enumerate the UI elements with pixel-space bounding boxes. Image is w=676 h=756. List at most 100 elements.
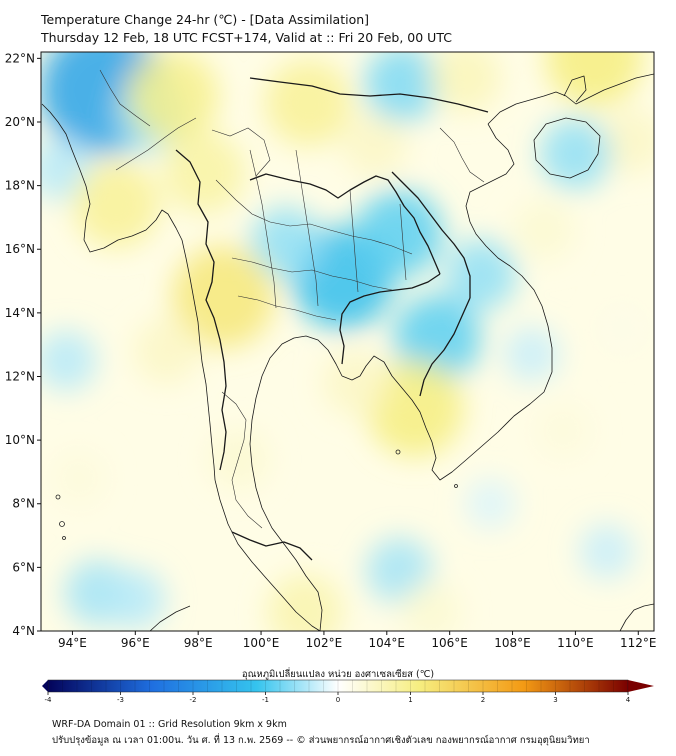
map-plot-area	[41, 52, 654, 631]
temperature-anomaly-blob	[539, 118, 612, 190]
colorbar-tick-label: 0	[336, 696, 340, 704]
temperature-anomaly-blob	[599, 108, 654, 175]
lon-tick-label: 112°E	[620, 636, 657, 650]
temperature-anomaly-blob	[73, 161, 160, 249]
temperature-anomaly-blob	[535, 402, 591, 459]
coast-gulf-west	[249, 335, 343, 631]
temperature-anomaly-blob	[579, 523, 635, 580]
temperature-anomaly-blob	[366, 359, 464, 457]
temperature-anomaly-blob	[127, 52, 220, 143]
temperature-anomaly-blob	[355, 189, 443, 277]
colorbar-max-extend	[628, 680, 654, 692]
footer-domain-info: WRF-DA Domain 01 :: Grid Resolution 9km …	[52, 719, 287, 730]
temperature-anomaly-blob	[503, 326, 560, 383]
map-title: Temperature Change 24-hr (℃) - [Data Ass…	[41, 12, 370, 27]
coastlines	[41, 73, 654, 631]
temperature-anomaly-blob	[163, 132, 246, 214]
temperature-field	[41, 52, 654, 631]
border-malaysia	[231, 531, 313, 561]
coast-hainan	[533, 117, 601, 179]
temperature-anomaly-blob	[50, 450, 107, 507]
province-line-5	[295, 149, 319, 307]
lon-tick-label: 102°E	[306, 636, 343, 650]
lat-tick-label: 10°N	[5, 433, 35, 447]
lon-tick-label: 100°E	[243, 636, 280, 650]
province-line-6	[349, 189, 359, 293]
province-line-12	[99, 69, 151, 127]
lon-tick-label: 104°E	[369, 636, 406, 650]
lon-tick-label: 94°E	[58, 636, 87, 650]
coast-myanmar-bay	[41, 103, 216, 481]
temperature-anomaly-blob	[545, 52, 643, 107]
lat-tick-label: 18°N	[5, 179, 35, 193]
colorbar-tick-label: -2	[190, 696, 197, 704]
temperature-anomaly-blob	[429, 52, 501, 114]
lon-tick-label: 108°E	[494, 636, 531, 650]
temperature-anomaly-blob	[513, 199, 575, 261]
island-con-dao	[454, 484, 458, 488]
province-line-8	[211, 127, 271, 177]
temperature-anomaly-blob	[133, 318, 200, 385]
border-myanmar-thailand	[175, 149, 227, 471]
island-nicobar-1	[59, 521, 65, 527]
longitude-axis: 94°E 96°E 98°E 100°E 102°E 104°E 106°E 108°E 110…	[58, 631, 657, 650]
colorbar-title: อุณหภูมิเปลี่ยนแปลง หน่วย องศาเซลเซียส (…	[241, 669, 435, 680]
province-line-10	[115, 117, 197, 171]
island-phu-quoc	[395, 449, 401, 455]
province-line-2	[231, 257, 393, 291]
colorbar-min-extend	[42, 680, 48, 692]
temperature-anomaly-blob	[208, 428, 270, 490]
lat-tick-label: 4°N	[12, 624, 35, 638]
latitude-axis: 22°N 20°N 18°N 16°N 14°N 12°N 10°N 8°N 6°N 4°N	[5, 51, 41, 638]
province-line-11	[439, 127, 485, 183]
footer-update-info: ปรับปรุงข้อมูล ณ เวลา 01:00น. วัน ศ. ที่…	[52, 735, 590, 746]
colorbar-axis: -4 -3 -2 -1 0 1 2 3 4	[45, 692, 631, 704]
temperature-anomaly-blob	[597, 303, 648, 354]
map-frame	[40, 51, 655, 632]
colorbar-segments	[47, 680, 629, 692]
colorbar-tick-label: 2	[481, 696, 485, 704]
temperature-anomaly-blob	[250, 207, 322, 279]
lat-tick-label: 6°N	[12, 560, 35, 574]
temperature-anomaly-blob	[322, 349, 389, 416]
coast-sumatra	[149, 605, 191, 631]
province-line-9	[221, 391, 263, 529]
map-subtitle: Thursday 12 Feb, 18 UTC FCST+174, Valid …	[41, 30, 452, 45]
coast-gulf-tonkin	[487, 73, 654, 125]
colorbar-tick-label: -3	[117, 696, 124, 704]
lat-tick-label: 8°N	[12, 497, 35, 511]
temperature-anomaly-blob	[41, 330, 97, 391]
temperature-anomaly-blob	[266, 573, 344, 631]
colorbar-tick-label: 4	[626, 696, 631, 704]
lat-tick-label: 16°N	[5, 242, 35, 256]
colorbar-tick-label: 1	[408, 696, 412, 704]
island-nicobar-2	[62, 536, 66, 540]
island-andaman-1	[55, 494, 61, 500]
coast-borneo-tip	[619, 603, 654, 631]
province-line-1	[215, 179, 413, 255]
lon-tick-label: 106°E	[431, 636, 468, 650]
border-thailand-laos	[249, 173, 441, 275]
border-china-south	[249, 77, 489, 113]
temperature-anomaly-blob	[341, 111, 408, 178]
lat-tick-label: 22°N	[5, 51, 35, 65]
temperature-anomaly-blob	[264, 59, 352, 147]
border-laos-vietnam	[391, 171, 471, 298]
coast-leizhou	[563, 75, 587, 103]
temperature-anomaly-blob	[465, 478, 516, 529]
temperature-anomaly-blob	[445, 239, 517, 311]
temperature-anomaly-blob	[104, 568, 166, 630]
lat-tick-label: 12°N	[5, 369, 35, 383]
coast-gulf-east	[341, 123, 553, 481]
lon-tick-label: 110°E	[557, 636, 594, 650]
colorbar-tick-label: -4	[45, 696, 53, 704]
temperature-anomaly-blob	[400, 581, 462, 631]
colorbar-tick-label: 3	[553, 696, 557, 704]
lat-tick-label: 20°N	[5, 115, 35, 129]
lat-tick-label: 14°N	[5, 306, 35, 320]
border-cambodia-vietnam	[419, 297, 471, 397]
temperature-anomaly-blob	[364, 52, 441, 123]
colorbar-tick-label: -1	[262, 696, 269, 704]
border-thailand-cambodia	[339, 273, 441, 365]
coast-thai-peninsula	[214, 479, 321, 631]
